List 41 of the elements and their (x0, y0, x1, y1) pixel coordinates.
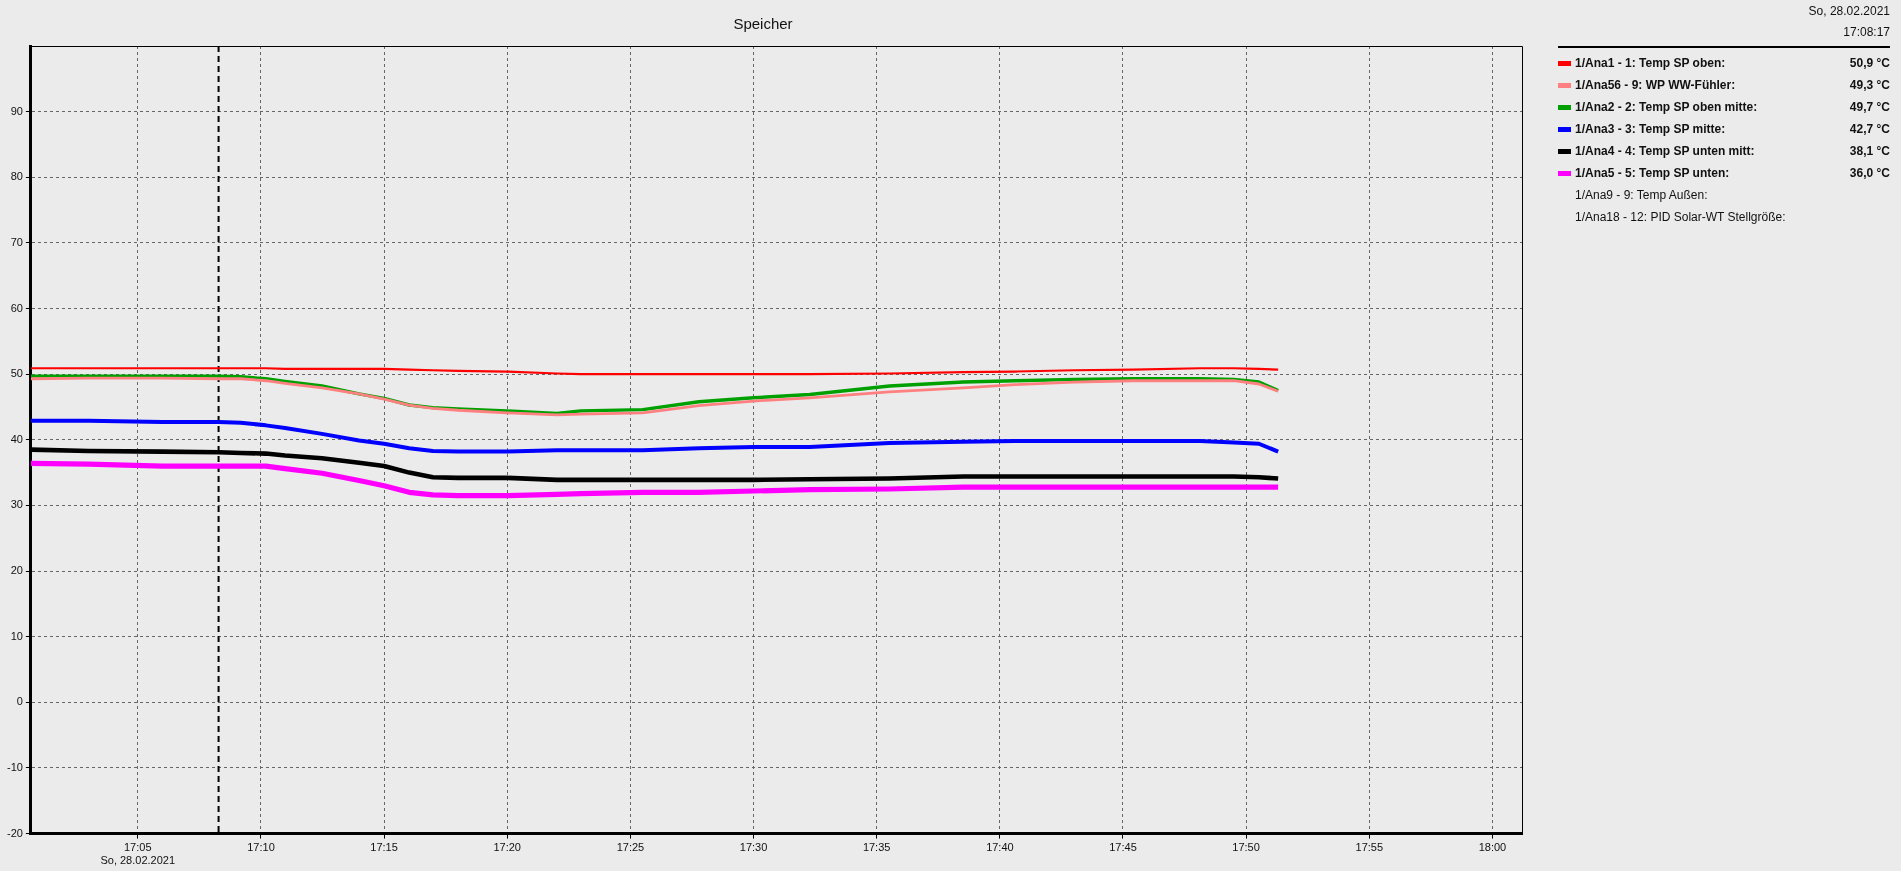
y-tick-label: -20 (6, 826, 23, 839)
x-tick-label: 17:35 (862, 841, 891, 854)
x-tick-label: 17:15 (370, 841, 398, 854)
legend-label: 1/Ana56 - 9: WP WW-Fühler: (1575, 78, 1737, 92)
y-tick-label: 20 (10, 564, 23, 577)
text: 1/Ana18 - 12: PID Solar-WT Stellgröße: (1575, 210, 1787, 224)
text: 38,1 °C (1849, 144, 1890, 158)
text: 49,7 °C (1849, 100, 1890, 114)
x-tick-label: 17:05 So, 28.02.2021 (100, 841, 176, 867)
text: 36,0 °C (1849, 166, 1890, 180)
text: 1/Ana9 - 9: Temp Außen: (1575, 188, 1709, 202)
y-tick-label: 50 (10, 367, 23, 380)
text: 42,7 °C (1849, 122, 1890, 136)
x-tick-label: 17:45 (1109, 841, 1137, 854)
y-tick-label: 70 (10, 235, 23, 248)
legend-label: 1/Ana2 - 2: Temp SP oben mitte: (1575, 100, 1759, 114)
y-tick-label: 40 (10, 432, 23, 445)
text: So, 28.02.2021 (1807, 3, 1890, 20)
y-tick-label: 30 (10, 498, 23, 511)
text: 50,9 °C (1849, 56, 1890, 70)
legend-label: 1/Ana3 - 3: Temp SP mitte: (1575, 122, 1727, 136)
legend-label: 1/Ana5 - 5: Temp SP unten: (1575, 166, 1731, 180)
x-tick-label: 17:20 (493, 841, 521, 854)
x-tick-label: 18:00 (1478, 841, 1507, 854)
text: 17:08:17 (1842, 24, 1890, 41)
y-tick-label: 10 (10, 629, 23, 642)
y-tick-label: 60 (10, 301, 23, 314)
y-tick-label: 80 (10, 170, 23, 183)
y-tick-label: -10 (6, 761, 23, 773)
text: 49,3 °C (1849, 78, 1890, 92)
y-tick-label: 90 (10, 104, 23, 117)
chart-title: Speicher (733, 15, 793, 33)
legend-label: 1/Ana1 - 1: Temp SP oben: (1575, 56, 1727, 70)
x-tick-label: 17:40 (986, 841, 1014, 854)
y-tick-label: 0 (16, 695, 23, 708)
x-tick-label: 17:55 (1355, 841, 1384, 854)
legend-label: 1/Ana4 - 4: Temp SP unten mitt: (1575, 144, 1756, 158)
x-tick-label: 17:25 (616, 841, 645, 854)
x-tick-label: 17:30 (739, 841, 768, 854)
x-tick-label: 17:10 (247, 841, 275, 854)
x-tick-label: 17:50 (1232, 841, 1260, 854)
